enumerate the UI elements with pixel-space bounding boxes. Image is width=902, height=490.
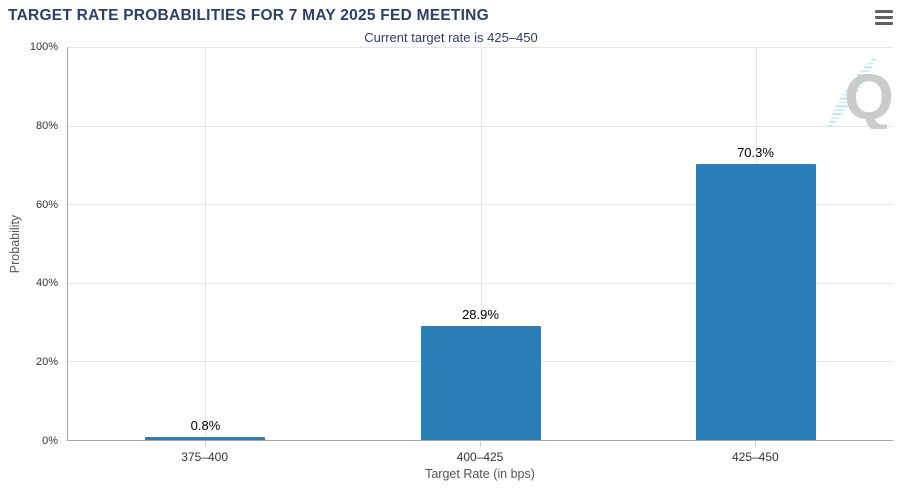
gridline-x-1 (205, 47, 207, 440)
x-axis-title: Target Rate (in bps) (425, 467, 535, 481)
hamburger-icon-bar (875, 10, 893, 13)
x-tick-label: 425–450 (731, 450, 779, 464)
bar-value-label: 28.9% (462, 307, 499, 323)
y-tick-label: 0% (42, 435, 58, 447)
y-tick-label: 20% (35, 356, 58, 369)
bar-value-label: 0.8% (190, 417, 221, 433)
x-tick-mark (204, 442, 206, 447)
chart-subtitle: Current target rate is 425–450 (364, 30, 538, 45)
hamburger-icon-bar (875, 16, 893, 19)
y-tick-label: 80% (35, 119, 58, 132)
hamburger-icon-bar (875, 22, 893, 25)
x-tick-mark (755, 442, 757, 447)
x-tick-label: 375–400 (181, 450, 229, 464)
bar-375-400[interactable] (145, 436, 266, 440)
svg-text:Q: Q (844, 61, 894, 129)
y-tick-label: 60% (35, 198, 58, 211)
y-tick-label: 40% (35, 277, 58, 290)
bar-425-450[interactable] (695, 163, 816, 440)
y-tick-label: 100% (29, 41, 58, 53)
bar-value-label: 70.3% (737, 144, 774, 160)
x-tick-mark (480, 442, 481, 447)
bar-400-425[interactable] (420, 326, 541, 440)
chart-context-menu-button[interactable] (874, 8, 894, 27)
plot-area: 0.8% 28.9% 70.3% (67, 47, 893, 441)
y-axis-title: Probability (8, 214, 22, 274)
quikstrike-watermark-logo: Q (827, 58, 894, 129)
chart-title: TARGET RATE PROBABILITIES FOR 7 MAY 2025… (8, 7, 489, 24)
gridline-x-2 (480, 47, 482, 440)
x-tick-label: 400–425 (456, 450, 504, 464)
